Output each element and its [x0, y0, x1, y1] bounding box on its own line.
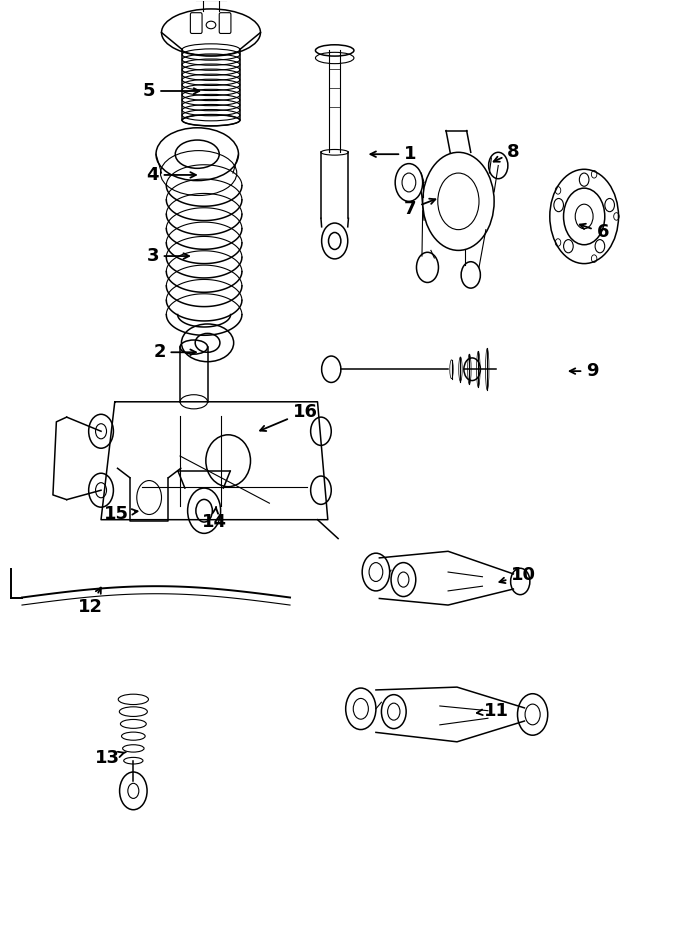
Text: 10: 10 — [500, 566, 536, 584]
Text: 15: 15 — [104, 504, 137, 522]
Text: 1: 1 — [371, 145, 417, 164]
Text: 4: 4 — [146, 166, 196, 184]
Text: 12: 12 — [78, 587, 104, 616]
Text: 3: 3 — [146, 247, 189, 265]
Text: 11: 11 — [477, 702, 509, 720]
Text: 8: 8 — [493, 143, 520, 162]
Text: 16: 16 — [260, 403, 317, 431]
Text: 7: 7 — [404, 199, 435, 218]
Text: 9: 9 — [570, 362, 599, 380]
Text: 13: 13 — [95, 749, 126, 767]
Text: 6: 6 — [580, 223, 609, 241]
Text: 14: 14 — [202, 507, 227, 531]
Text: 2: 2 — [153, 343, 196, 361]
Text: 5: 5 — [143, 82, 199, 100]
